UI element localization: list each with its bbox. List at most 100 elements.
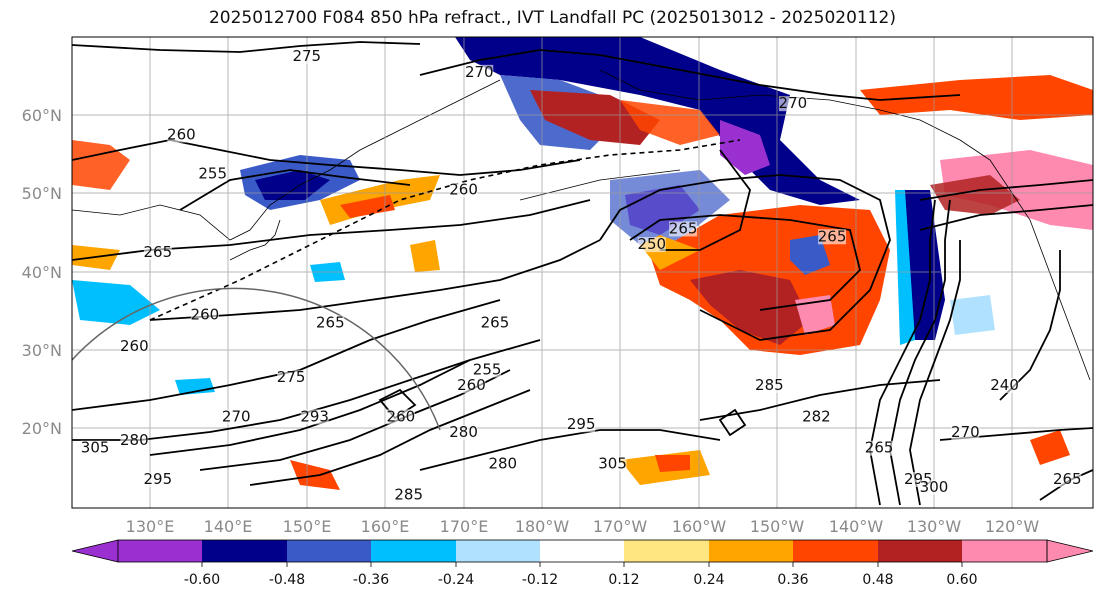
contour-270-north bbox=[419, 49, 961, 101]
contour-280-south bbox=[419, 429, 721, 471]
contour-gulf-low-1 bbox=[599, 174, 891, 341]
contour-260-asia bbox=[72, 139, 581, 176]
shade-jet-band bbox=[905, 190, 945, 340]
contour-jet-stack-3 bbox=[249, 389, 531, 486]
shade-east-pink bbox=[795, 295, 835, 335]
colorbar-tick-labels: -0.60 -0.48 -0.36 -0.24 -0.12 0.12 0.24 … bbox=[184, 572, 978, 588]
lat-label-20n: 20°N bbox=[22, 419, 62, 438]
contour-label: 265 bbox=[316, 313, 345, 331]
shade-asia-red bbox=[340, 195, 395, 218]
contour-label: 260 bbox=[449, 180, 478, 198]
contour-label: 240 bbox=[990, 376, 1019, 394]
colorbar-segment bbox=[371, 540, 456, 562]
latitude-labels: 60°N 50°N 40°N 30°N 20°N bbox=[22, 106, 62, 438]
contour-label: 305 bbox=[598, 454, 627, 472]
shade-alaska-orange bbox=[860, 75, 1093, 120]
shade-west-blue bbox=[72, 280, 160, 325]
colorbar-ticks bbox=[201, 562, 963, 567]
contour-label: 260 bbox=[457, 376, 486, 394]
lon-label-150e: 150°E bbox=[283, 517, 332, 536]
contour-label-bg bbox=[465, 64, 494, 80]
contour-gulf-low-3 bbox=[660, 149, 751, 251]
coast-alaska bbox=[599, 69, 991, 161]
contour-label: 250 bbox=[637, 235, 666, 253]
cb-tick-label: 0.60 bbox=[946, 572, 977, 588]
contour-label-bg bbox=[167, 127, 196, 143]
cb-tick-label: 0.12 bbox=[608, 572, 639, 588]
contour-label-bg bbox=[802, 409, 831, 425]
contour-label: 280 bbox=[120, 431, 149, 449]
coast-japan bbox=[229, 219, 281, 261]
shade-east-lightblue bbox=[950, 295, 995, 335]
colorbar-segment bbox=[962, 540, 1047, 562]
contour-label: 295 bbox=[144, 470, 173, 488]
shade-canada-pink bbox=[940, 150, 1093, 230]
lon-label-150w: 150°W bbox=[750, 517, 805, 536]
contour-285-east bbox=[699, 379, 941, 421]
contour-label-bg bbox=[143, 244, 172, 260]
contour-label-bg bbox=[865, 440, 894, 456]
contour-label-bg bbox=[198, 166, 227, 182]
colorbar-segments bbox=[118, 540, 1047, 562]
cb-tick-label: 0.48 bbox=[862, 572, 893, 588]
cb-tick-label: -0.12 bbox=[522, 572, 558, 588]
map-title: 2025012700 F084 850 hPa refract., IVT La… bbox=[208, 8, 896, 28]
contour-label: 275 bbox=[277, 368, 306, 386]
lon-label-160e: 160°E bbox=[361, 517, 410, 536]
cb-tick-label: 0.36 bbox=[777, 572, 808, 588]
shade-se-red bbox=[655, 455, 690, 472]
lon-label-180w: 180°W bbox=[515, 517, 570, 536]
shade-pacific-blue-blob bbox=[790, 235, 830, 275]
contour-label: 285 bbox=[755, 376, 784, 394]
colorbar-left-arrow bbox=[71, 539, 119, 563]
contour-label-bg bbox=[277, 370, 306, 386]
colorbar-segment bbox=[540, 540, 624, 562]
lon-label-140e: 140°E bbox=[204, 517, 253, 536]
contour-label: 260 bbox=[191, 306, 220, 324]
contour-275-north bbox=[72, 41, 421, 53]
colorbar-right-arrow bbox=[1046, 539, 1094, 563]
contour-label-bg bbox=[1053, 472, 1082, 488]
contour-canada-2 bbox=[919, 204, 1093, 231]
coast-na-west bbox=[989, 159, 1091, 381]
contour-label-bg bbox=[488, 456, 517, 472]
colorbar-segment bbox=[118, 540, 202, 562]
contour-label: 280 bbox=[449, 423, 478, 441]
landfall-circle bbox=[72, 287, 441, 431]
shade-bering-purple bbox=[720, 120, 770, 175]
contour-label: 265 bbox=[818, 227, 847, 245]
contour-240-east bbox=[999, 250, 1061, 401]
coast-asia bbox=[72, 79, 501, 241]
colorbar-segment bbox=[878, 540, 962, 562]
colorbar-segment bbox=[456, 540, 540, 562]
contour-label: 270 bbox=[465, 63, 494, 81]
colorbar: -0.60 -0.48 -0.36 -0.24 -0.12 0.12 0.24 … bbox=[71, 539, 1094, 588]
colorbar-segment bbox=[709, 540, 793, 562]
lon-label-130e: 130°E bbox=[126, 517, 175, 536]
contour-label-bg bbox=[951, 425, 980, 441]
colorbar-segment bbox=[287, 540, 371, 562]
contour-label: 265 bbox=[144, 243, 173, 261]
contour-255-asia bbox=[179, 169, 411, 211]
colorbar-segment bbox=[793, 540, 878, 562]
contour-label-bg bbox=[81, 440, 110, 456]
contour-label-bg bbox=[778, 96, 807, 112]
map-frame bbox=[71, 36, 1094, 509]
contour-label-bg bbox=[457, 378, 486, 394]
shade-east-darkred bbox=[690, 270, 810, 345]
lat-label-40n: 40°N bbox=[22, 263, 62, 282]
cb-tick-label: -0.24 bbox=[438, 572, 474, 588]
contour-275-mid bbox=[72, 299, 501, 411]
shade-far-east-orange bbox=[1030, 430, 1070, 465]
lon-label-170w: 170°W bbox=[593, 517, 648, 536]
colorbar-segment bbox=[202, 540, 287, 562]
contour-label: 255 bbox=[473, 360, 502, 378]
lon-label-160w: 160°W bbox=[672, 517, 727, 536]
longitude-labels: 130°E 140°E 150°E 160°E 170°E 180°W 170°… bbox=[126, 517, 1040, 536]
contour-small-low bbox=[718, 408, 747, 437]
contour-label: 293 bbox=[300, 407, 329, 425]
contour-label: 275 bbox=[292, 47, 321, 65]
lat-label-60n: 60°N bbox=[22, 106, 62, 125]
